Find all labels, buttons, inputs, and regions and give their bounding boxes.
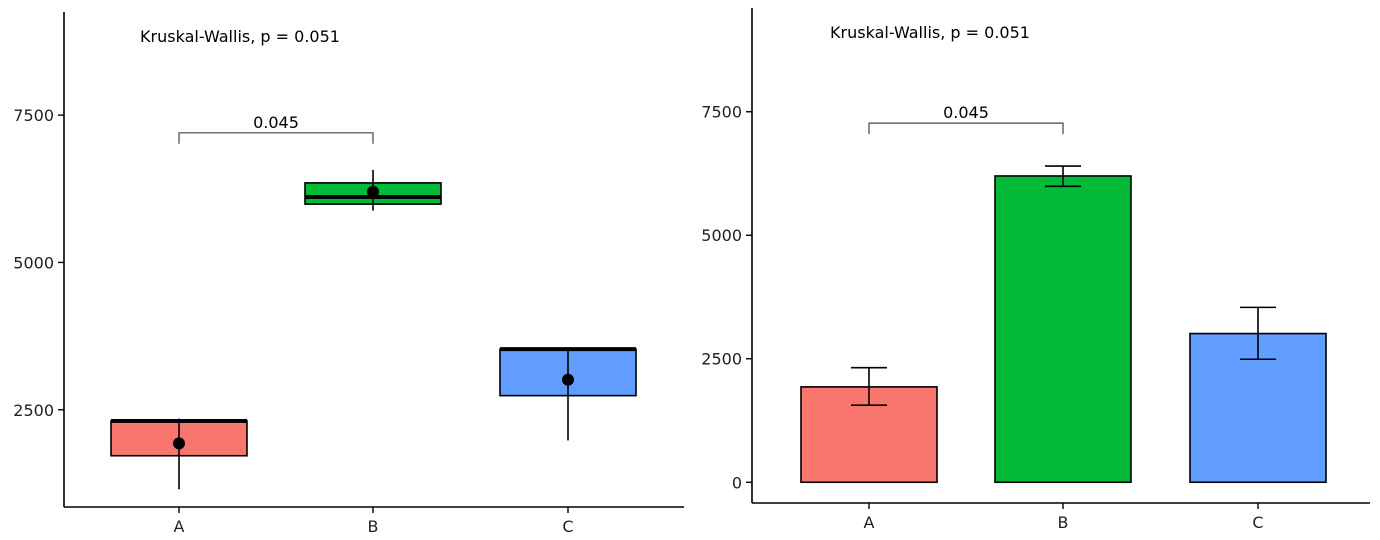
kruskal-wallis-label: Kruskal-Wallis, p = 0.051: [140, 27, 340, 46]
comparison-p-value-label: 0.045: [943, 103, 989, 122]
x-tick-label: B: [368, 517, 379, 536]
x-tick-label: C: [562, 517, 573, 536]
x-tick-label: A: [174, 517, 185, 536]
bar-B: [994, 175, 1132, 484]
right-bar-chart-panel: 0 2500 5000 7500 A B C Kruskal-Wallis, p = 0.05…: [701, 8, 1370, 532]
y-tick-label: 7500: [13, 106, 54, 125]
y-tick-label: 5000: [701, 226, 742, 245]
mean-point-C: [562, 373, 574, 386]
bar-A: [800, 386, 938, 484]
kruskal-wallis-label: Kruskal-Wallis, p = 0.051: [830, 23, 1030, 42]
mean-point-B: [367, 185, 379, 198]
y-tick-label: 2500: [701, 350, 742, 369]
mean-point-A: [173, 437, 185, 450]
comparison-bracket: [178, 132, 374, 144]
y-tick-label: 0: [732, 473, 742, 492]
y-tick-label: 5000: [13, 253, 54, 272]
x-tick-label: C: [1252, 513, 1263, 532]
comparison-p-value-label: 0.045: [253, 113, 299, 132]
y-tick-label: 2500: [13, 401, 54, 420]
left-box-plot-panel: 2500 5000 7500 A B C Kruskal-Wallis, p = 0.051…: [13, 12, 684, 536]
y-tick-label: 7500: [701, 103, 742, 122]
comparison-bracket: [868, 122, 1064, 135]
x-tick-label: A: [864, 513, 875, 532]
x-tick-label: B: [1058, 513, 1069, 532]
